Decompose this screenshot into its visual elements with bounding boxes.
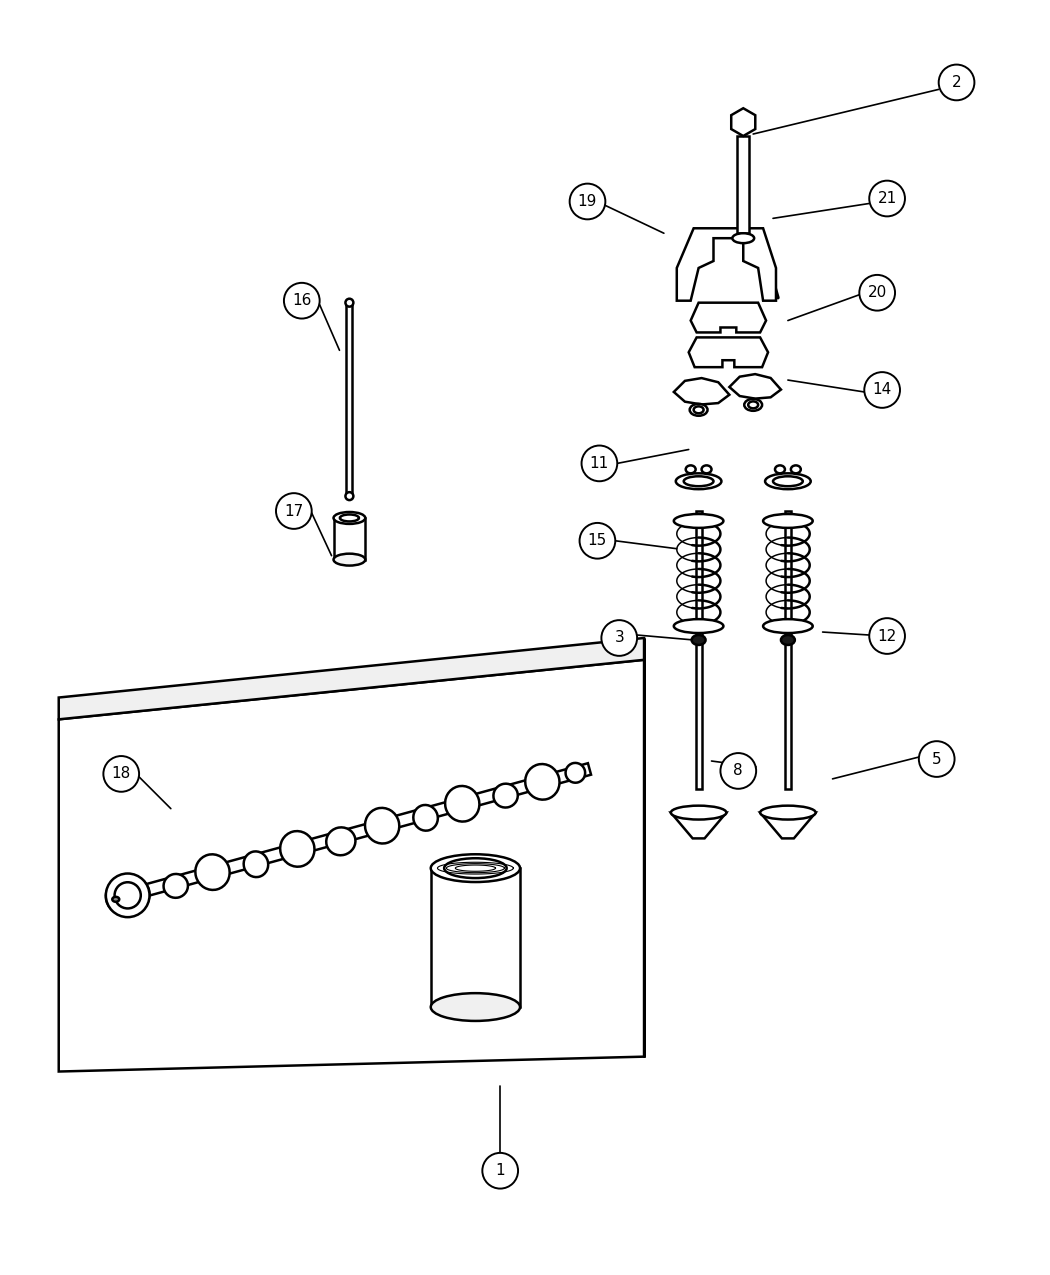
- Ellipse shape: [692, 635, 706, 645]
- Polygon shape: [59, 660, 644, 1071]
- Polygon shape: [785, 511, 791, 789]
- Text: 15: 15: [588, 533, 607, 548]
- Ellipse shape: [671, 806, 727, 820]
- Polygon shape: [430, 868, 520, 1007]
- Text: 12: 12: [878, 629, 897, 644]
- Circle shape: [859, 275, 895, 311]
- Ellipse shape: [686, 465, 696, 473]
- Text: 16: 16: [292, 293, 312, 309]
- Text: 18: 18: [111, 766, 131, 782]
- Ellipse shape: [430, 854, 520, 882]
- Text: 19: 19: [578, 194, 597, 209]
- Ellipse shape: [280, 831, 314, 867]
- Polygon shape: [346, 302, 353, 496]
- Ellipse shape: [765, 473, 811, 490]
- Ellipse shape: [345, 298, 354, 307]
- Ellipse shape: [732, 233, 754, 244]
- Ellipse shape: [749, 402, 758, 408]
- Ellipse shape: [414, 805, 438, 831]
- Polygon shape: [691, 302, 766, 333]
- Ellipse shape: [566, 762, 585, 783]
- Ellipse shape: [763, 620, 813, 632]
- Polygon shape: [696, 511, 701, 789]
- Circle shape: [720, 754, 756, 789]
- Polygon shape: [760, 812, 816, 839]
- Ellipse shape: [791, 465, 801, 473]
- Ellipse shape: [701, 465, 712, 473]
- Text: 21: 21: [878, 191, 897, 207]
- Circle shape: [602, 620, 637, 655]
- Polygon shape: [674, 379, 730, 404]
- Ellipse shape: [694, 407, 704, 413]
- Text: 3: 3: [614, 631, 624, 645]
- Circle shape: [919, 741, 954, 776]
- Ellipse shape: [106, 873, 149, 917]
- Ellipse shape: [106, 876, 149, 915]
- Polygon shape: [334, 518, 365, 560]
- Polygon shape: [59, 638, 644, 719]
- Ellipse shape: [244, 852, 268, 877]
- Polygon shape: [671, 812, 727, 839]
- Ellipse shape: [345, 492, 354, 500]
- Ellipse shape: [674, 514, 723, 528]
- Text: 11: 11: [590, 456, 609, 470]
- Ellipse shape: [773, 477, 803, 486]
- Circle shape: [582, 445, 617, 481]
- Circle shape: [103, 756, 139, 792]
- Ellipse shape: [763, 514, 813, 528]
- Circle shape: [869, 181, 905, 217]
- Ellipse shape: [195, 854, 230, 890]
- Polygon shape: [730, 374, 781, 399]
- Ellipse shape: [744, 399, 762, 411]
- Text: 2: 2: [951, 75, 962, 91]
- Ellipse shape: [327, 827, 356, 856]
- Polygon shape: [677, 228, 776, 301]
- Polygon shape: [731, 108, 755, 136]
- Ellipse shape: [775, 465, 785, 473]
- Circle shape: [869, 618, 905, 654]
- Ellipse shape: [760, 806, 816, 820]
- Ellipse shape: [781, 635, 795, 645]
- Ellipse shape: [690, 404, 708, 416]
- Ellipse shape: [525, 764, 560, 799]
- Ellipse shape: [445, 785, 480, 821]
- Ellipse shape: [334, 513, 365, 524]
- Ellipse shape: [444, 858, 507, 878]
- Circle shape: [864, 372, 900, 408]
- Ellipse shape: [674, 620, 723, 632]
- Ellipse shape: [430, 993, 520, 1021]
- Polygon shape: [737, 136, 750, 233]
- Ellipse shape: [112, 896, 120, 901]
- Circle shape: [580, 523, 615, 558]
- Polygon shape: [689, 338, 768, 367]
- Ellipse shape: [494, 784, 518, 807]
- Polygon shape: [117, 764, 591, 904]
- Ellipse shape: [684, 477, 714, 486]
- Text: 20: 20: [867, 286, 887, 300]
- Text: 1: 1: [496, 1163, 505, 1178]
- Ellipse shape: [365, 808, 399, 844]
- Ellipse shape: [114, 882, 141, 908]
- Text: 5: 5: [932, 751, 942, 766]
- Ellipse shape: [340, 515, 359, 521]
- Text: 17: 17: [285, 504, 303, 519]
- Ellipse shape: [676, 473, 721, 490]
- Text: 14: 14: [873, 382, 891, 398]
- Ellipse shape: [164, 873, 188, 898]
- Circle shape: [284, 283, 319, 319]
- Text: 8: 8: [734, 764, 743, 779]
- Circle shape: [276, 493, 312, 529]
- Circle shape: [570, 184, 606, 219]
- Ellipse shape: [334, 553, 365, 566]
- Circle shape: [482, 1153, 518, 1188]
- Circle shape: [939, 65, 974, 101]
